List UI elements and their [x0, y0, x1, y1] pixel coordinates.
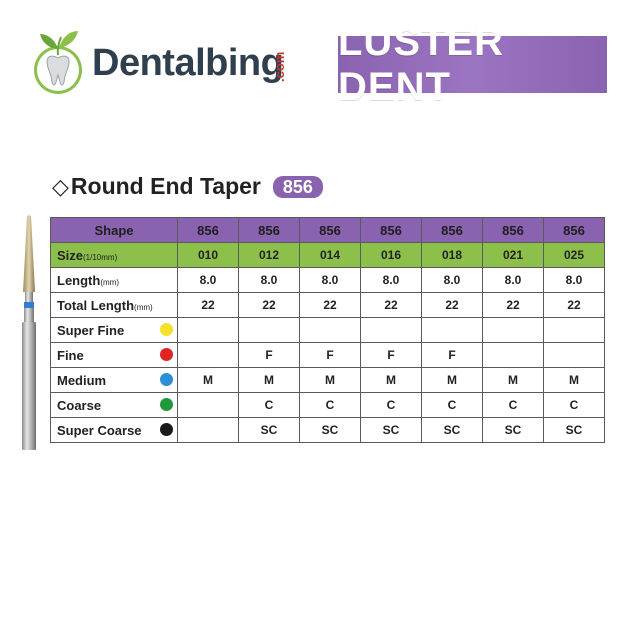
product-title: ◇ Round End Taper 856 — [52, 173, 323, 200]
shape-cell: 856 — [360, 217, 422, 243]
length-cell: 8.0 — [238, 267, 300, 293]
grit-cell: SC — [421, 417, 483, 443]
grit-cell — [482, 342, 544, 368]
shape-label: Shape — [50, 217, 178, 243]
grit-cell: M — [421, 367, 483, 393]
grit-cell: F — [238, 342, 300, 368]
length-cell: 8.0 — [482, 267, 544, 293]
dentalbing-logo: Dentalbing .com — [28, 22, 298, 102]
length-cell: 8.0 — [360, 267, 422, 293]
total-length-cell: 22 — [360, 292, 422, 318]
grit-label: Super Coarse — [50, 417, 178, 443]
grit-cell: F — [360, 342, 422, 368]
total-length-cell: 22 — [421, 292, 483, 318]
size-cell: 025 — [543, 242, 605, 268]
blue-dot-icon — [160, 373, 173, 386]
grit-cell: M — [299, 367, 361, 393]
grit-cell: SC — [360, 417, 422, 443]
grit-row-coarse: Coarse C C C C C C — [50, 392, 605, 418]
spec-table: Shape 856 856 856 856 856 856 856 Size(1… — [50, 217, 605, 443]
dental-bur-image — [22, 215, 36, 450]
size-row: Size(1/10mm) 010 012 014 016 018 021 025 — [50, 242, 605, 268]
grit-row-fine: Fine F F F F — [50, 342, 605, 368]
grit-cell: C — [238, 392, 300, 418]
black-dot-icon — [160, 423, 173, 436]
grit-cell — [299, 317, 361, 343]
grit-row-medium: Medium M M M M M M M — [50, 367, 605, 393]
grit-cell: M — [177, 367, 239, 393]
grit-label: Coarse — [50, 392, 178, 418]
size-cell: 021 — [482, 242, 544, 268]
shape-cell: 856 — [543, 217, 605, 243]
size-cell: 010 — [177, 242, 239, 268]
lusterdent-wordmark: LUSTER DENT — [338, 19, 504, 109]
total-length-cell: 22 — [177, 292, 239, 318]
grit-cell: SC — [238, 417, 300, 443]
size-label: Size(1/10mm) — [50, 242, 178, 268]
grit-cell: M — [360, 367, 422, 393]
grit-cell: C — [543, 392, 605, 418]
grit-cell — [543, 317, 605, 343]
grit-cell: M — [482, 367, 544, 393]
grit-cell: F — [299, 342, 361, 368]
product-code-badge: 856 — [272, 175, 323, 198]
length-row: Length(mm) 8.0 8.0 8.0 8.0 8.0 8.0 8.0 — [50, 267, 605, 293]
length-cell: 8.0 — [299, 267, 361, 293]
grit-cell — [177, 392, 239, 418]
total-length-cell: 22 — [238, 292, 300, 318]
grit-cell: SC — [299, 417, 361, 443]
size-cell: 016 — [360, 242, 422, 268]
grit-cell — [421, 317, 483, 343]
grit-cell — [543, 342, 605, 368]
grit-label: Fine — [50, 342, 178, 368]
grit-cell: SC — [543, 417, 605, 443]
grit-cell — [482, 317, 544, 343]
grit-row-super-coarse: Super Coarse SC SC SC SC SC SC — [50, 417, 605, 443]
grit-cell: C — [482, 392, 544, 418]
grit-cell: F — [421, 342, 483, 368]
grit-cell — [177, 417, 239, 443]
grit-cell — [177, 317, 239, 343]
product-name: Round End Taper — [70, 173, 261, 199]
grit-cell: M — [238, 367, 300, 393]
size-cell: 012 — [238, 242, 300, 268]
grit-cell — [238, 317, 300, 343]
length-cell: 8.0 — [421, 267, 483, 293]
grit-label: Super Fine — [50, 317, 178, 343]
yellow-dot-icon — [160, 323, 173, 336]
green-dot-icon — [160, 398, 173, 411]
size-cell: 018 — [421, 242, 483, 268]
grit-label: Medium — [50, 367, 178, 393]
total-length-row: Total Length(mm) 22 22 22 22 22 22 22 — [50, 292, 605, 318]
dentalbing-wordmark: Dentalbing — [92, 42, 284, 84]
dentalbing-suffix: .com — [272, 51, 287, 82]
shape-row: Shape 856 856 856 856 856 856 856 — [50, 217, 605, 243]
grit-cell: SC — [482, 417, 544, 443]
length-label: Length(mm) — [50, 267, 178, 293]
grit-cell — [177, 342, 239, 368]
grit-cell: C — [360, 392, 422, 418]
total-length-label: Total Length(mm) — [50, 292, 178, 318]
length-cell: 8.0 — [543, 267, 605, 293]
red-dot-icon — [160, 348, 173, 361]
length-cell: 8.0 — [177, 267, 239, 293]
shape-cell: 856 — [299, 217, 361, 243]
shape-cell: 856 — [482, 217, 544, 243]
grit-cell: C — [299, 392, 361, 418]
total-length-cell: 22 — [482, 292, 544, 318]
size-cell: 014 — [299, 242, 361, 268]
grit-cell: C — [421, 392, 483, 418]
tooth-icon — [34, 31, 82, 94]
grit-row-super-fine: Super Fine — [50, 317, 605, 343]
diamond-icon: ◇ — [52, 173, 69, 199]
total-length-cell: 22 — [299, 292, 361, 318]
lusterdent-logo: LUSTER DENT — [338, 20, 607, 109]
grit-cell — [360, 317, 422, 343]
total-length-cell: 22 — [543, 292, 605, 318]
grit-cell: M — [543, 367, 605, 393]
shape-cell: 856 — [238, 217, 300, 243]
shape-cell: 856 — [177, 217, 239, 243]
shape-cell: 856 — [421, 217, 483, 243]
